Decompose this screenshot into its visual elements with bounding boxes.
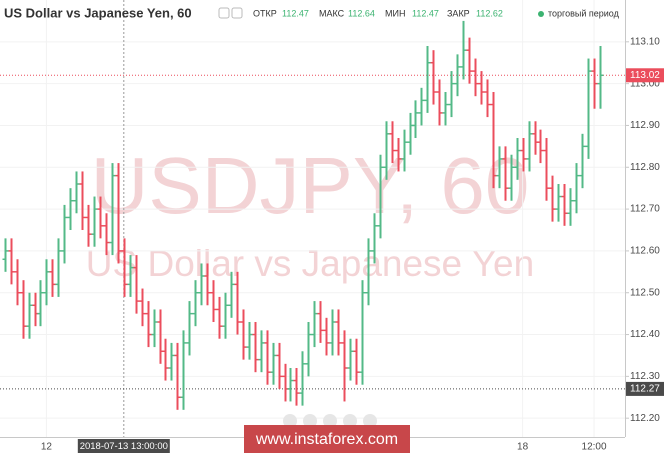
y-tick-label: 112.40 [630,329,660,340]
y-tick-label: 113.00 [630,78,660,89]
nav-buttons [283,414,377,428]
scroll-right-button[interactable] [363,414,377,428]
banner[interactable] [244,425,410,453]
stat-label: ОТКР [253,8,277,18]
y-tick-label: 112.50 [630,287,660,298]
stat-value: 112.47 [282,8,309,18]
stat-label: МАКС [319,8,345,18]
x-tick-label: 12 [41,442,53,453]
price-label-box [626,68,664,83]
crosshair-label-box [77,439,170,453]
reset-button[interactable] [323,414,337,428]
crosshair-label: 2018-07-13 13:00:00 [80,441,168,452]
status-text: торговый период [548,8,620,18]
y-tick-label: 112.70 [630,204,660,215]
y-tick-label: 113.10 [630,36,660,47]
watermark: USDJPY, 60 US Dollar vs Japanese Yen [86,141,534,284]
stat-value: 112.64 [348,8,375,18]
stat-label: МИН [385,8,405,18]
y-tick-label: 112.30 [630,371,660,382]
watermark-symbol: USDJPY, 60 [91,141,530,230]
zoom-in-button[interactable] [343,414,357,428]
icon[interactable] [218,7,230,19]
price-label-box [626,381,664,396]
banner-text[interactable]: www.instaforex.com [255,431,398,448]
icon[interactable] [231,7,243,19]
footer-banner: www.instaforex.com [244,425,410,453]
y-tick-label: 112.90 [630,120,660,131]
price-label: 113.02 [630,70,660,81]
watermark-name: US Dollar vs Japanese Yen [86,243,534,284]
y-tick-label: 112.20 [630,413,660,424]
stat-label: ЗАКР [447,8,470,18]
stat-value: 112.62 [476,8,503,18]
status-dot [538,11,544,17]
y-tick-label: 112.60 [630,246,660,257]
y-tick-label: 112.80 [630,162,660,173]
time-axis: 12 18 12:00 2018-07-13 13:00:00 [41,439,607,453]
scroll-left-button[interactable] [283,414,297,428]
x-tick-label: 18 [517,442,529,453]
price-label: 112.27 [630,384,660,395]
chart-symbol-title: US Dollar vs Japanese Yen, 60 [4,5,192,20]
x-tick-label: 12:00 [582,442,607,453]
stat-value: 112.47 [412,8,439,18]
zoom-out-button[interactable] [303,414,317,428]
bars [2,20,604,410]
axes: 113.10 113.00 112.90 112.80 112.70 112.60 112.… [0,0,664,438]
header: US Dollar vs Japanese Yen, 60 ОТКР 112.47… [4,5,620,20]
